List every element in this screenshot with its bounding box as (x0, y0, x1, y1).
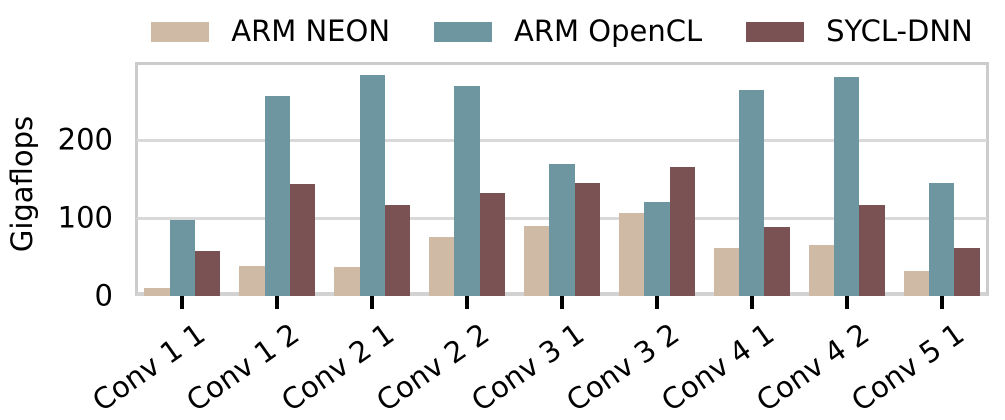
legend-item-arm-opencl: ARM OpenCL (434, 14, 703, 49)
bar (195, 250, 221, 296)
legend-item-arm-neon: ARM NEON (151, 14, 391, 49)
bar (859, 204, 885, 296)
x-tick (560, 296, 564, 309)
chart-legend: ARM NEON ARM OpenCL SYCL-DNN (135, 12, 989, 52)
bar (903, 271, 929, 296)
legend-swatch-arm-opencl (434, 21, 493, 42)
bar (289, 184, 316, 296)
bar (574, 182, 600, 296)
bar (524, 225, 550, 296)
legend-label-sycl-dnn: SYCL-DNN (826, 14, 973, 49)
gridline-200 (137, 138, 987, 142)
y-tick-label-200: 200 (57, 122, 113, 157)
x-tick (654, 296, 659, 309)
bar (549, 164, 575, 296)
bar (144, 288, 170, 296)
legend-label-arm-opencl: ARM OpenCL (514, 14, 703, 49)
bar (834, 76, 860, 296)
x-tick (275, 296, 280, 309)
bar (429, 236, 455, 296)
x-tick (749, 296, 754, 309)
bar (928, 182, 955, 296)
bar (239, 266, 265, 296)
bar (479, 193, 506, 296)
bar (169, 220, 196, 296)
bar (644, 201, 670, 296)
legend-swatch-sycl-dnn (746, 21, 805, 42)
bar (618, 212, 645, 296)
bar (954, 248, 980, 296)
x-tick (465, 296, 470, 309)
bar (808, 244, 834, 296)
bar (669, 167, 695, 296)
legend-item-sycl-dnn: SYCL-DNN (746, 14, 973, 49)
x-tick (370, 296, 375, 309)
x-tick (939, 296, 944, 309)
y-tick-label-0: 0 (94, 278, 113, 313)
bar (264, 95, 290, 296)
x-tick (844, 296, 849, 309)
y-tick-label-100: 100 (57, 200, 113, 235)
bar (334, 267, 360, 296)
bar (764, 227, 790, 296)
bar (384, 204, 411, 296)
bar (739, 90, 765, 296)
x-tick (180, 296, 185, 309)
bar (713, 248, 740, 296)
legend-swatch-arm-neon (151, 21, 210, 42)
legend-label-arm-neon: ARM NEON (231, 14, 391, 49)
bar (359, 75, 385, 296)
bar (454, 86, 480, 296)
